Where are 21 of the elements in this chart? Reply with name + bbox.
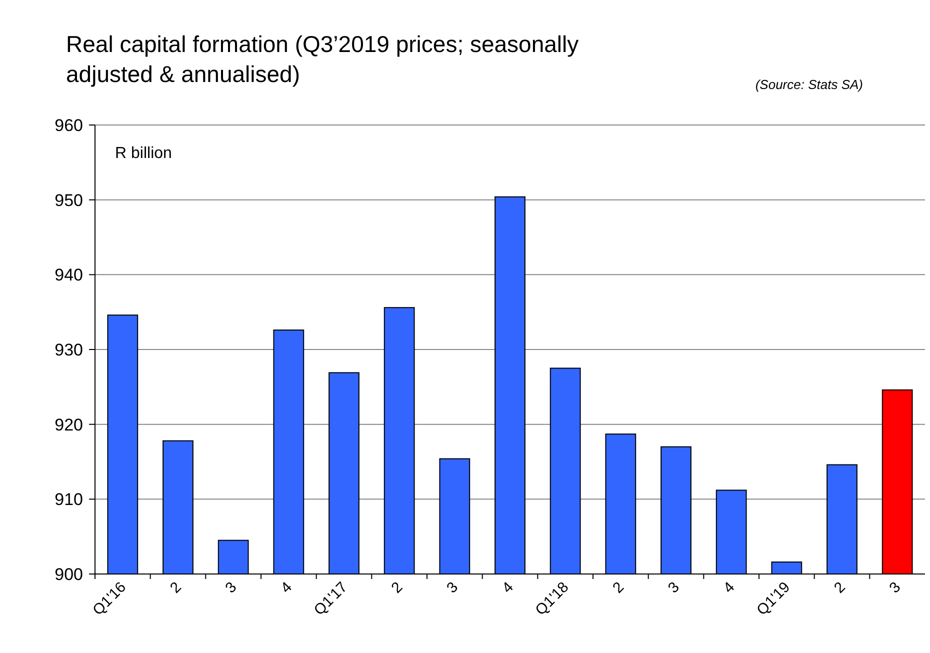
y-tick-label: 930	[54, 340, 83, 360]
x-tick-label: 3	[886, 578, 904, 597]
y-tick-label: 960	[54, 116, 83, 135]
y-tick-label: 950	[54, 190, 83, 210]
y-tick-label: 910	[54, 490, 83, 510]
y-tick-label: 900	[54, 564, 83, 584]
y-tick-label: 940	[54, 266, 83, 285]
x-tick-label: 4	[498, 578, 517, 597]
x-tick-label: 4	[278, 578, 296, 597]
x-tick-label: 2	[388, 578, 406, 597]
x-tick-label: 3	[222, 578, 240, 597]
x-tick-label: 2	[830, 578, 849, 597]
annotation: R billion	[115, 145, 172, 162]
x-tick-label: 2	[166, 578, 185, 597]
chart-title: Real capital formation (Q3’2019 prices; seasonally adjusted & annualised)	[66, 31, 580, 87]
y-tick-label: 920	[54, 415, 83, 434]
text: (Source: Stats SA)	[755, 77, 863, 92]
x-tick-label: 2	[610, 578, 628, 597]
x-tick-label: 3	[444, 578, 462, 597]
x-tick-label: 3	[664, 578, 683, 597]
x-tick-label: 4	[720, 578, 738, 597]
